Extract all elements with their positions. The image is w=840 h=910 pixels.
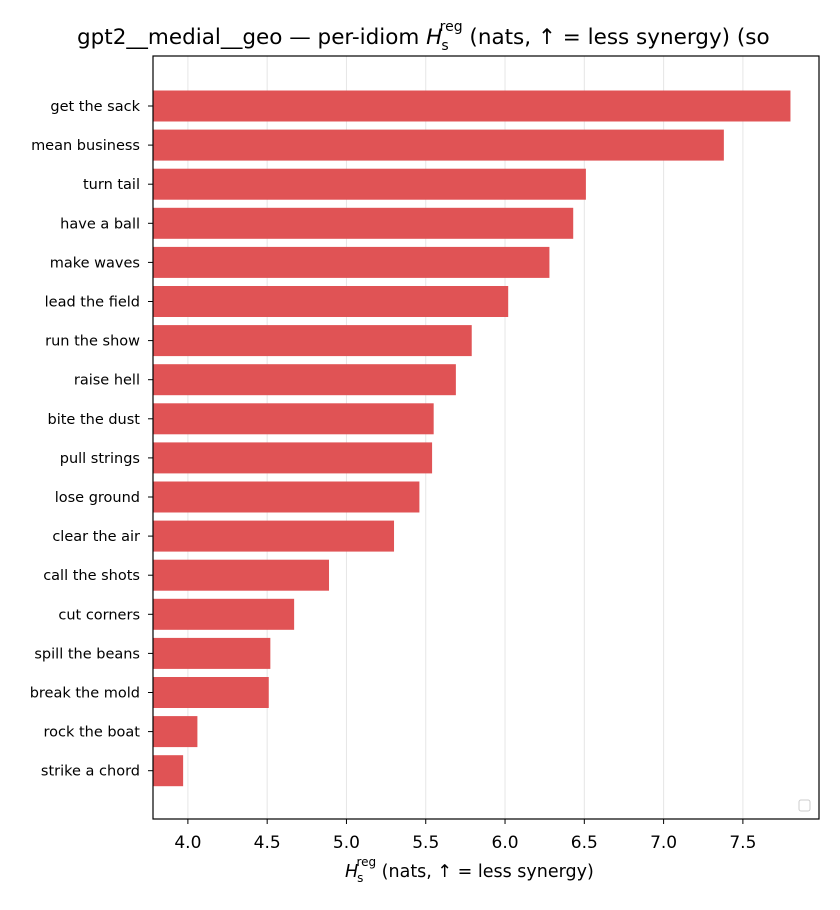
- bars: [153, 90, 791, 787]
- x-tick-label: 7.5: [729, 833, 756, 853]
- y-tick-label: rock the boat: [43, 725, 140, 741]
- title-rest: (nats, ↑ = less synergy) (so: [463, 25, 770, 50]
- bar: [153, 325, 472, 357]
- bar: [153, 755, 184, 787]
- y-tick-label: mean business: [31, 138, 140, 154]
- y-tick-label: turn tail: [83, 177, 140, 193]
- xlabel-symbol: H: [345, 862, 358, 882]
- x-tick-label: 6.0: [492, 833, 519, 853]
- x-tick-label: 6.5: [571, 833, 598, 853]
- y-tick-label: strike a chord: [41, 764, 140, 780]
- y-tick-label: lose ground: [55, 490, 140, 506]
- legend-box: [798, 799, 811, 812]
- bar: [153, 129, 724, 161]
- title-main: gpt2__medial__geo — per-idiom: [77, 25, 426, 50]
- y-tick-label: have a ball: [60, 216, 140, 232]
- y-axis: get the sack mean business turn tail have a…: [30, 99, 153, 780]
- bar: [153, 442, 433, 474]
- bar: [153, 286, 509, 317]
- bar: [153, 90, 791, 122]
- x-axis: 4.0 4.5 5.0 5.5 6.0 6.5 7.0 7.5: [174, 819, 756, 853]
- x-tick-label: 4.5: [254, 833, 281, 853]
- bar: [153, 677, 269, 708]
- bar: [153, 520, 395, 552]
- bar: [153, 403, 434, 435]
- y-tick-label: call the shots: [43, 568, 140, 584]
- bar: [153, 559, 330, 591]
- y-tick-label: pull strings: [60, 451, 140, 467]
- y-tick-label: make waves: [50, 255, 140, 271]
- bar: [153, 246, 550, 278]
- chart-title: gpt2__medial__geo — per-idiom Hs reg (nat…: [77, 19, 770, 54]
- bar: [153, 598, 295, 630]
- bar: [153, 637, 271, 669]
- title-symbol-sup: reg: [440, 19, 463, 35]
- title-symbol-sub: s: [441, 38, 448, 54]
- bar: [153, 716, 198, 748]
- xlabel-symbol-sup: reg: [356, 855, 376, 869]
- xlabel-symbol-sub: s: [357, 871, 363, 885]
- bar: [153, 481, 420, 513]
- x-tick-label: 7.0: [650, 833, 677, 853]
- y-tick-label: spill the beans: [34, 646, 140, 662]
- bar: [153, 168, 586, 200]
- x-tick-label: 4.0: [174, 833, 201, 853]
- plot-frame: [152, 55, 820, 820]
- x-tick-label: 5.0: [333, 833, 360, 853]
- y-tick-label: get the sack: [50, 99, 140, 115]
- y-tick-label: raise hell: [74, 373, 140, 389]
- title-symbol: H: [426, 25, 442, 50]
- bar: [153, 364, 456, 396]
- y-tick-label: lead the field: [45, 295, 140, 311]
- x-tick-label: 5.5: [412, 833, 439, 853]
- x-axis-label: Hs reg (nats, ↑ = less synergy): [345, 855, 594, 885]
- y-tick-label: run the show: [45, 334, 140, 350]
- bar: [153, 207, 574, 239]
- y-tick-label: cut corners: [58, 607, 140, 623]
- y-tick-label: clear the air: [52, 529, 140, 545]
- xlabel-rest: (nats, ↑ = less synergy): [376, 862, 594, 882]
- y-tick-label: break the mold: [30, 686, 140, 702]
- y-tick-label: bite the dust: [48, 412, 141, 428]
